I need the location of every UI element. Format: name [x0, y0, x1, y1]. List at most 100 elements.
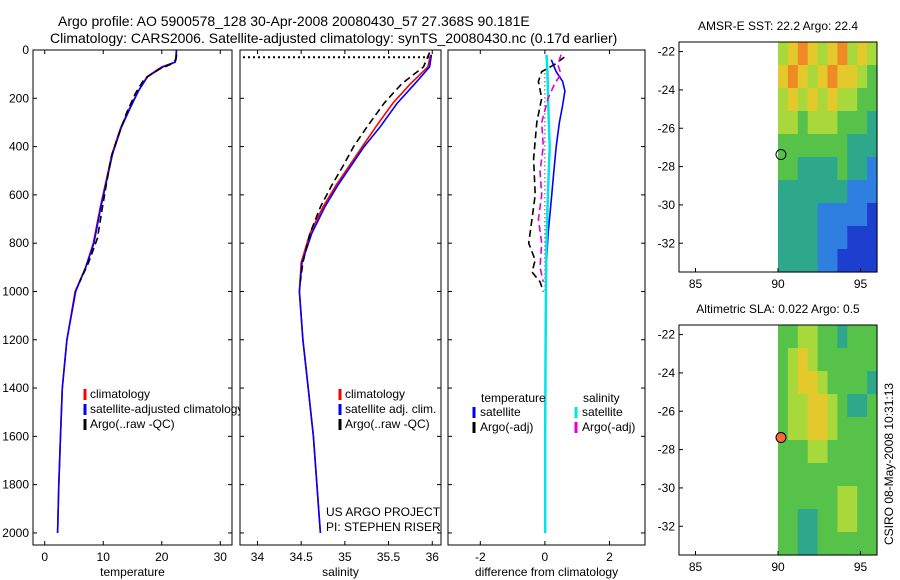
argo-location-marker [775, 149, 787, 161]
y-tick-label: 600 [9, 188, 29, 202]
series-line [527, 56, 565, 292]
y-tick-label: -32 [658, 519, 676, 533]
heatmap-cell [817, 180, 829, 204]
heatmap-cell [797, 440, 809, 464]
y-tick-label: -30 [658, 481, 676, 495]
heatmap-cell [867, 226, 878, 250]
heatmap-cell [778, 226, 789, 250]
y-tick-label: -28 [658, 160, 676, 174]
heatmap-cell [787, 42, 799, 66]
heatmap-cell [847, 134, 858, 158]
heatmap-cell [787, 65, 799, 89]
heatmap-cell [847, 88, 858, 112]
heatmap-cell [857, 157, 868, 181]
series-line [298, 54, 433, 533]
series-line [56, 50, 178, 533]
sla_map-panel: Altimetric SLA: 0.022 Argo: 0.5 85 90 95 -22… [658, 302, 878, 574]
heatmap-cell [867, 249, 878, 273]
heatmap-cell [797, 42, 809, 66]
heatmap-cell [807, 226, 819, 250]
heatmap-cell [827, 42, 838, 66]
y-tick-label: -22 [658, 45, 676, 59]
legend-label: satellite [582, 405, 623, 419]
heatmap-cell [797, 249, 809, 273]
heatmap-cell [857, 486, 868, 510]
heatmap-cell [807, 42, 819, 66]
heatmap-cell [778, 509, 789, 533]
heatmap-cell [867, 371, 878, 395]
y-tick-label: -30 [658, 198, 676, 212]
heatmap-cell [817, 394, 829, 418]
heatmap-cell [778, 180, 789, 204]
heatmap-cell [778, 325, 789, 349]
heatmap-cell [837, 325, 848, 349]
heatmap-cell [827, 486, 838, 510]
heatmap-cell [817, 249, 829, 273]
x-tick-label: 90 [771, 560, 785, 574]
title-line-2: Climatology: CARS2006. Satellite-adjuste… [50, 30, 617, 46]
heatmap-cell [778, 65, 789, 89]
heatmap-cell [837, 486, 848, 510]
heatmap-cell [827, 203, 838, 227]
heatmap-cell [867, 463, 878, 487]
heatmap-cell [867, 509, 878, 533]
heatmap-cell [827, 371, 838, 395]
heatmap-cell [867, 42, 878, 66]
sla_map-frame [678, 324, 878, 556]
heatmap-cell [837, 203, 848, 227]
heatmap-cell [817, 42, 829, 66]
heatmap-cell [778, 348, 789, 372]
heatmap-cell [797, 325, 809, 349]
heatmap-cell [847, 42, 858, 66]
heatmap-cell [778, 440, 789, 464]
heatmap-cell [837, 88, 848, 112]
y-tick-label: 1800 [2, 478, 29, 492]
legend-label: Argo(..raw -QC) [345, 417, 430, 431]
x-tick-label: 95 [854, 277, 868, 291]
heatmap-cell [807, 486, 819, 510]
heatmap-cell [827, 394, 838, 418]
heatmap-cell [867, 532, 878, 556]
y-tick-label: -26 [658, 404, 676, 418]
heatmap-cell [797, 111, 809, 135]
x-tick-label: 85 [689, 277, 703, 291]
legend-label: climatology [345, 387, 405, 401]
x-tick-label: 34.5 [289, 550, 313, 564]
heatmap-cell [778, 157, 789, 181]
heatmap-cell [787, 463, 799, 487]
heatmap-cell [807, 532, 819, 556]
heatmap-cell [867, 348, 878, 372]
heatmap-cell [847, 111, 858, 135]
x-axis-label: salinity [322, 565, 359, 579]
series-line [299, 52, 431, 282]
heatmap-cell [817, 532, 829, 556]
difference-frame [447, 49, 646, 546]
heatmap-cell [867, 486, 878, 510]
sst_map-panel: AMSR-E SST: 22.2 Argo: 22.4 85 90 95 -22 -24 -… [658, 19, 878, 291]
heatmap-cell [787, 509, 799, 533]
heatmap-cell [787, 325, 799, 349]
y-tick-label: 1400 [2, 381, 29, 395]
heatmap-cell [817, 463, 829, 487]
heatmap-cell [807, 440, 819, 464]
heatmap-cell [857, 532, 868, 556]
heatmap-cell [857, 65, 868, 89]
heatmap-cell [827, 348, 838, 372]
legend-label: Argo(..raw -QC) [90, 417, 175, 431]
heatmap-cell [817, 417, 829, 441]
heatmap-cell [847, 180, 858, 204]
heatmap-cell [817, 203, 829, 227]
heatmap-cell [778, 463, 789, 487]
heatmap-cell [857, 249, 868, 273]
x-axis-label: temperature [100, 565, 165, 579]
heatmap-cell [837, 463, 848, 487]
heatmap-cell [837, 509, 848, 533]
annotation-line: US ARGO PROJECT [326, 505, 441, 519]
sst_map-title: AMSR-E SST: 22.2 Argo: 22.4 [698, 19, 858, 33]
heatmap-cell [837, 226, 848, 250]
heatmap-cell [847, 509, 858, 533]
heatmap-cell [807, 463, 819, 487]
y-tick-label: -22 [658, 328, 676, 342]
heatmap-cell [797, 134, 809, 158]
